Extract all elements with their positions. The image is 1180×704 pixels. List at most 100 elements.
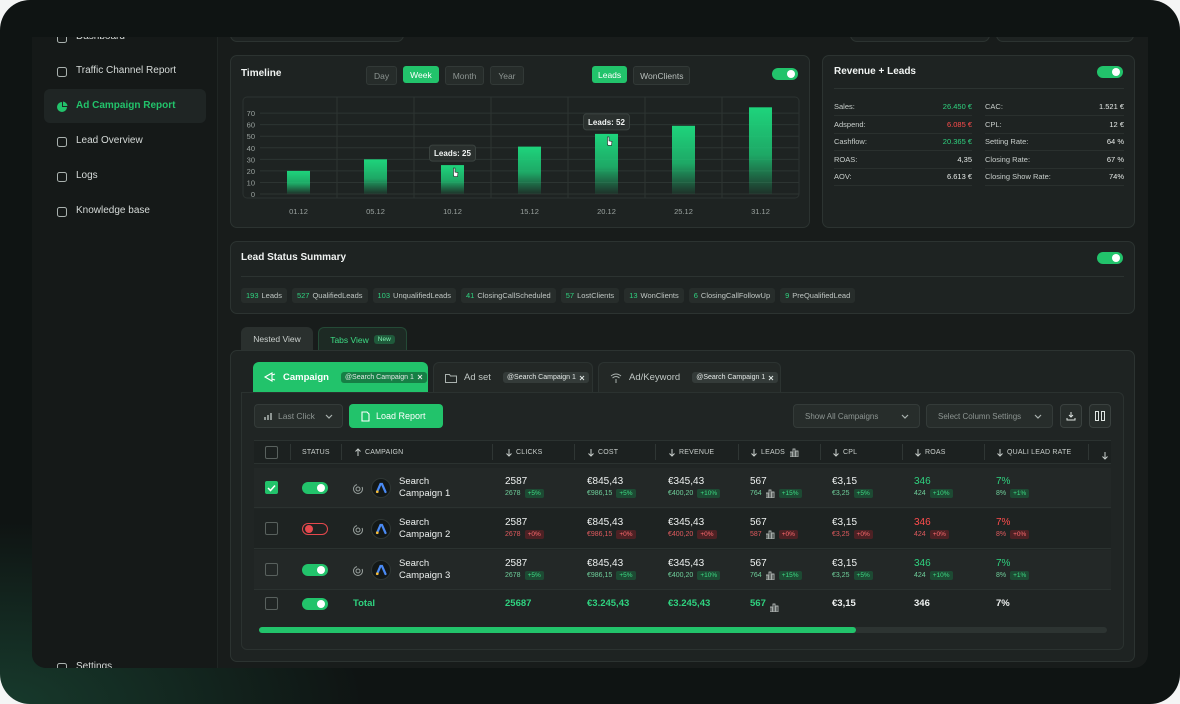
divider bbox=[241, 276, 1124, 277]
leads-icon-part bbox=[792, 448, 796, 457]
tab-icon-part bbox=[263, 372, 276, 382]
chip-label: ClosingCallFollowUp bbox=[700, 291, 771, 300]
scroll-thumb[interactable] bbox=[259, 627, 856, 633]
header-cell[interactable]: QUALI LEAD RATE bbox=[996, 446, 1071, 458]
total-value: €3.245,43 bbox=[668, 598, 711, 609]
campaign-name[interactable]: Search Campaign 1 bbox=[399, 476, 451, 499]
metric-button[interactable]: WonClients bbox=[633, 66, 691, 85]
checkbox[interactable] bbox=[265, 481, 278, 494]
status-chip[interactable]: 41 ClosingCallScheduled bbox=[461, 288, 556, 303]
column-separator bbox=[574, 444, 575, 460]
toggle[interactable] bbox=[772, 68, 798, 80]
sidebar-item[interactable]: Ad Campaign Report bbox=[76, 100, 176, 111]
chip-label: Leads bbox=[261, 291, 282, 300]
cell-delta: +5% bbox=[524, 489, 544, 498]
sidebar-item[interactable]: Logs bbox=[76, 170, 98, 181]
toggle[interactable] bbox=[302, 564, 328, 576]
sidebar-icon bbox=[56, 65, 68, 77]
load-report-button[interactable]: Load Report bbox=[349, 404, 443, 428]
campaign-name[interactable]: Search Campaign 2 bbox=[399, 517, 451, 540]
download-button[interactable] bbox=[1060, 404, 1082, 428]
header-cell[interactable]: ROAS bbox=[914, 446, 946, 458]
column-separator bbox=[1088, 444, 1089, 460]
header-cell[interactable]: STATUS bbox=[302, 446, 330, 458]
view-tab[interactable]: Nested View bbox=[241, 327, 313, 351]
stage: Dashboard Traffic Channel Report Ad Campai… bbox=[32, 37, 1148, 668]
nav-icon bbox=[57, 137, 67, 147]
toggle[interactable] bbox=[302, 598, 328, 610]
total-value: €3.245,43 bbox=[587, 598, 630, 609]
cell-value: 2587 bbox=[505, 476, 528, 487]
sidebar-item[interactable]: Knowledge base bbox=[76, 205, 150, 216]
close-icon bbox=[768, 375, 774, 380]
status-chip[interactable]: 9 PreQualifiedLead bbox=[780, 288, 856, 303]
status-chip[interactable]: 103 UnqualifiedLeads bbox=[372, 288, 456, 303]
header-cell[interactable]: LEADS bbox=[750, 446, 799, 458]
leads-icon-part bbox=[789, 451, 793, 457]
status-chip[interactable]: 527 QualifiedLeads bbox=[291, 288, 368, 303]
status-chip[interactable]: 6 ClosingCallFollowUp bbox=[688, 288, 776, 303]
columns-button[interactable] bbox=[1089, 404, 1111, 428]
cell-value: 2587 bbox=[505, 517, 528, 528]
toggle[interactable] bbox=[302, 523, 328, 535]
tab-label: Campaign bbox=[283, 371, 329, 383]
google-ads-part bbox=[376, 490, 379, 493]
attribution-select[interactable]: Last Click bbox=[254, 404, 343, 428]
status-chip[interactable]: 193 Leads bbox=[241, 288, 287, 303]
range-button[interactable]: Day bbox=[366, 66, 398, 85]
sidebar-item[interactable]: Settings bbox=[76, 661, 113, 668]
metric-value: 4,35 bbox=[957, 154, 972, 164]
filter-chip[interactable]: @Search Campaign 1 bbox=[340, 371, 427, 383]
metric-label: Closing Show Rate: bbox=[985, 172, 1051, 181]
header-cell[interactable]: CAMPAIGN bbox=[354, 446, 403, 458]
range-button[interactable]: Year bbox=[490, 66, 524, 85]
spinner-icon bbox=[352, 564, 364, 576]
table-row bbox=[254, 468, 1111, 508]
cell-delta: +0% bbox=[778, 530, 798, 539]
view-tab[interactable]: Tabs View New bbox=[318, 327, 407, 351]
range-button[interactable]: Week bbox=[403, 66, 439, 83]
checkbox[interactable] bbox=[265, 522, 278, 535]
card-edge bbox=[996, 37, 1134, 42]
sort-arrow-part bbox=[669, 448, 675, 457]
cell-value: 567 bbox=[750, 558, 767, 569]
header-cell[interactable]: REVENUE bbox=[668, 446, 714, 458]
range-button[interactable]: Month bbox=[444, 66, 485, 85]
chevron-part bbox=[325, 414, 333, 419]
toggle[interactable] bbox=[302, 482, 328, 494]
header-cell[interactable]: CPL bbox=[832, 446, 857, 458]
metric-button[interactable]: Leads bbox=[592, 66, 628, 83]
header-cell[interactable]: CLICKS bbox=[505, 446, 543, 458]
cell-value: 2587 bbox=[505, 558, 528, 569]
toggle[interactable] bbox=[1097, 66, 1123, 78]
checkbox[interactable] bbox=[265, 597, 278, 610]
leads-icon bbox=[769, 603, 779, 613]
campaign-name[interactable]: Search Campaign 3 bbox=[399, 558, 451, 581]
checkbox[interactable] bbox=[265, 446, 278, 459]
sidebar-item[interactable]: Lead Overview bbox=[76, 135, 143, 146]
chevron-part bbox=[901, 414, 909, 419]
tab-label: Ad/Keyword bbox=[629, 372, 681, 383]
toggle[interactable] bbox=[1097, 252, 1123, 264]
cell-previous: €400,20 bbox=[668, 531, 694, 538]
filter-chip[interactable]: @Search Campaign 1 bbox=[502, 372, 589, 383]
google-ads-part bbox=[376, 572, 379, 575]
entity-tab[interactable]: Campaign @Search Campaign 1 bbox=[253, 362, 428, 392]
entity-tab[interactable]: Ad set @Search Campaign 1 bbox=[433, 362, 593, 392]
dropdown[interactable]: Show All Campaigns bbox=[793, 404, 920, 428]
entity-tab[interactable]: Ad/Keyword @Search Campaign 1 bbox=[598, 362, 781, 392]
status-chip[interactable]: 13 WonClients bbox=[624, 288, 684, 303]
leads-icon-part bbox=[795, 450, 799, 457]
sidebar-item[interactable]: Traffic Channel Report bbox=[76, 65, 177, 76]
checkbox[interactable] bbox=[265, 563, 278, 576]
view-tab-badge: New bbox=[373, 335, 395, 344]
dropdown[interactable]: Select Column Settings bbox=[926, 404, 1053, 428]
sidebar-item[interactable]: Dashboard bbox=[76, 37, 125, 43]
check-icon-part bbox=[267, 484, 276, 492]
toggle-knob bbox=[787, 70, 795, 78]
header-cell[interactable]: COST bbox=[587, 446, 618, 458]
filter-chip[interactable]: @Search Campaign 1 bbox=[692, 372, 779, 383]
cell-previous: €400,20 bbox=[668, 572, 694, 579]
cell-sub: €986,15 +5% bbox=[587, 489, 636, 498]
status-chip[interactable]: 57 LostClients bbox=[560, 288, 620, 303]
